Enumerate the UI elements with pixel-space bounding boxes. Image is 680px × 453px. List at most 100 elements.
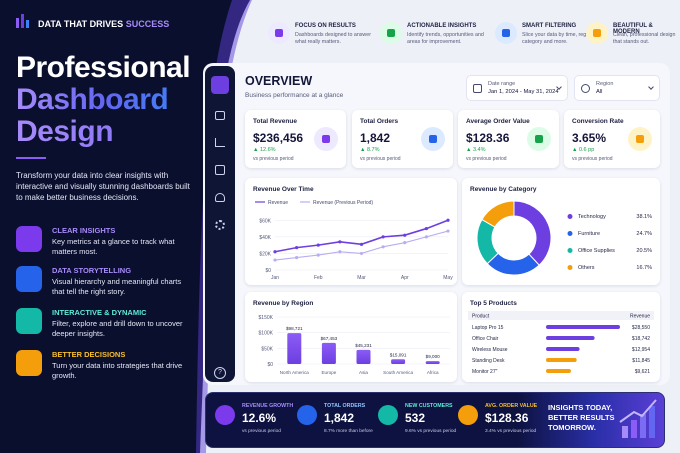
value-label: $12,954 [632,347,650,353]
x-tick-label: Asia [359,370,368,375]
filter[interactable]: Region All [574,75,660,101]
highlight-glyph [275,29,283,37]
nav-help[interactable]: ? [214,367,226,379]
legend-label: Others [578,265,595,271]
x-tick-label: South America [383,370,413,375]
feature-text: Key metrics at a glance to track what ma… [52,237,175,256]
feature-icon [16,350,42,376]
highlight-glyph [593,29,601,37]
brand-accent: SUCCESS [125,19,170,29]
legend-swatch [567,214,573,219]
column-header: Revenue [630,314,650,320]
kpi-card: Total Orders 1,842 ▲ 8.7% vs previous perio… [352,110,453,168]
kpi-value: 1,842 [360,131,391,145]
line-point [403,241,407,245]
x-tick-label: North America [280,370,310,375]
logo-bar [16,18,19,28]
filter[interactable]: Date range Jan 1, 2024 - May 31, 2024 [466,75,568,101]
stat-label: TOTAL ORDERS [324,403,366,409]
kpi-icon [527,127,551,151]
legend-label: Office Supplies [578,248,615,254]
x-tick-label: May [443,275,453,281]
legend-swatch [567,265,573,270]
filter-icon [581,84,590,93]
icon-bar [649,406,655,438]
title-line: Dashboard [16,84,190,116]
bar [356,349,371,364]
filter-value: Jan 1, 2024 - May 31, 2024 [488,89,559,95]
icon-arrow [619,399,657,423]
value-label: 20.5% [636,248,652,254]
stat-icon [215,405,235,425]
stat-icon [378,405,398,425]
line-point [316,253,320,257]
kpi-label: Total Orders [360,118,399,125]
kpi-icon [421,127,445,151]
stat-note: 3.4% vs previous period [485,429,537,434]
highlight-text: Clean, professional design that stands o… [613,32,676,45]
y-tick-label: $50K [261,346,273,352]
stat-value: 1,842 [324,411,355,425]
line-series [274,219,449,253]
hero-description: Transform your data into clear insights … [16,171,190,202]
filter-caret [648,84,654,90]
bar [321,342,336,364]
hero-title: Professional Dashboard Design [16,52,191,148]
bar [425,361,440,364]
line-point [381,245,385,249]
footer-band [205,392,665,448]
stat-value: 12.6% [242,411,277,425]
stat-note: vs previous period [242,429,281,434]
icon-bar [622,426,628,438]
value-label: $15,091 [390,352,407,357]
legend-label: Furniture [578,231,600,237]
kpi-glyph [322,135,330,143]
nav-users[interactable] [215,193,225,202]
nav-table[interactable] [215,111,225,120]
feature-icon [16,308,42,334]
line-point [273,258,277,262]
feature-text: Filter, explore and drill down to uncove… [52,319,183,338]
kpi-note: vs previous period [466,156,507,162]
y-tick-label: $150K [259,315,274,321]
value-label: $9,000 [426,354,440,359]
value-label: $67,453 [321,336,338,341]
kpi-glyph [535,135,543,143]
column-header: Product [472,314,490,320]
dashboard-title: OVERVIEW [245,74,313,88]
brand-text: DATA THAT DRIVES [38,19,124,29]
kpi-glyph [429,135,437,143]
highlight-glyph [502,29,510,37]
feature-title: CLEAR INSIGHTS [52,226,116,235]
line-point [381,235,385,239]
product-name: Monitor 27" [472,369,498,375]
value-label: $45,231 [355,343,372,348]
kpi-label: Total Revenue [253,118,297,125]
nav-chart[interactable] [215,138,225,147]
line-card: Revenue Over Time $0 $20K $40K $60K Jan Feb Mar… [245,178,457,285]
filter-icon [473,84,482,93]
kpi-glyph [636,135,644,143]
nav-settings[interactable] [215,220,225,230]
icon-bar [640,414,646,438]
product-name: Standing Desk [472,358,505,364]
highlight-icon [495,22,517,44]
bar-card: Revenue by Region $0 $50K $100K $150K $98,721… [245,292,457,382]
product-bar [546,369,571,373]
line-point [359,251,364,256]
brand: DATA THAT DRIVES SUCCESS [38,19,169,29]
value-label: $18,742 [632,336,650,342]
nav-home[interactable] [211,76,229,94]
line-point [424,235,428,239]
donut-slice [481,200,515,228]
product-name: Wireless Mouse [472,347,508,353]
stat-icon [297,405,317,425]
highlight-text: Slice your data by time, region, categor… [522,32,595,45]
highlight-glyph [387,29,395,37]
header-row [468,311,654,320]
legend-label: Revenue [268,200,288,206]
nav-reports[interactable] [215,165,225,175]
x-tick-label: Africa [427,370,439,375]
sidebar: ? [205,66,235,382]
kpi-value: $236,456 [253,131,304,145]
